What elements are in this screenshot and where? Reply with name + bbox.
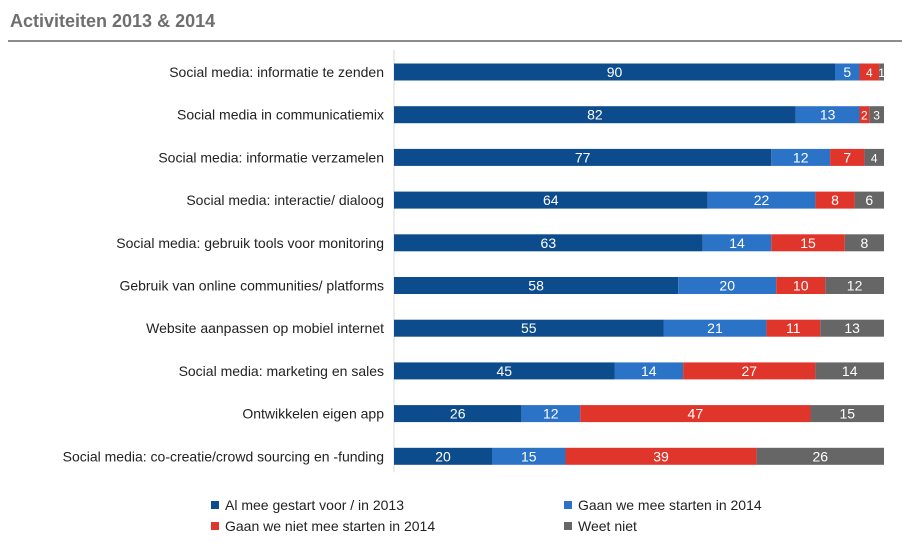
- category-label: Website aanpassen op mobiel internet: [146, 320, 384, 336]
- data-label: 21: [707, 320, 723, 336]
- data-label: 8: [831, 192, 839, 208]
- data-label: 6: [865, 192, 873, 208]
- data-label: 58: [528, 278, 544, 294]
- data-label: 14: [842, 363, 858, 379]
- bar-segment: [580, 405, 811, 423]
- bar-segment: [394, 277, 679, 294]
- title-divider: [8, 40, 902, 42]
- data-label: 39: [653, 448, 669, 464]
- category-label: Ontwikkelen eigen app: [242, 406, 384, 422]
- data-label: 3: [873, 109, 880, 123]
- data-label: 12: [793, 149, 809, 165]
- chart-title: Activiteiten 2013 & 2014: [10, 11, 216, 31]
- bar-segment: [678, 277, 777, 294]
- data-label: 1: [878, 66, 885, 80]
- bar-segment: [394, 319, 664, 337]
- data-label: 45: [496, 363, 512, 379]
- bar-segment: [663, 319, 767, 337]
- bar-segment: [854, 191, 884, 209]
- data-label: 47: [688, 406, 704, 422]
- bar-segment: [864, 148, 884, 166]
- bar-segment: [394, 447, 492, 465]
- bar-segment: [394, 405, 522, 423]
- data-label: 15: [839, 406, 855, 422]
- data-label: 26: [813, 448, 829, 464]
- data-label: 11: [786, 320, 801, 336]
- category-label: Social media: informatie te zenden: [169, 64, 384, 80]
- category-label: Social media in communicatiemix: [177, 107, 384, 123]
- bar-segment: [830, 148, 865, 166]
- bar-segment: [879, 63, 884, 81]
- bar-segment: [835, 63, 860, 81]
- data-label: 5: [843, 64, 851, 80]
- data-label: 2: [861, 109, 868, 123]
- bar-segment: [394, 148, 772, 166]
- category-label: Social media: informatie verzamelen: [158, 149, 384, 165]
- bar-segment: [859, 106, 870, 124]
- data-label: 15: [521, 448, 537, 464]
- bar-segment: [394, 63, 835, 81]
- bar-segment: [869, 106, 884, 124]
- bar-segment: [844, 234, 884, 252]
- bar-segment: [521, 405, 581, 423]
- data-label: 4: [871, 151, 878, 165]
- data-label: 15: [800, 235, 816, 251]
- bar-segment: [394, 234, 703, 252]
- bar-segment: [810, 405, 884, 423]
- bar-segment: [766, 319, 821, 337]
- bar-segment: [771, 234, 845, 252]
- data-label: 63: [541, 235, 557, 251]
- bar-segment: [492, 447, 566, 465]
- category-label: Social media: gebruik tools voor monitor…: [116, 235, 384, 251]
- data-label: 27: [741, 363, 757, 379]
- bar-segment: [702, 234, 772, 252]
- data-label: 20: [719, 278, 735, 294]
- data-label: 14: [729, 235, 745, 251]
- bar-segment: [394, 362, 615, 380]
- bar-segment: [394, 106, 796, 124]
- bar-segment: [614, 362, 684, 380]
- data-label: 22: [754, 192, 770, 208]
- data-label: 12: [847, 278, 863, 294]
- category-label: Social media: marketing en sales: [179, 363, 384, 379]
- data-label: 13: [844, 320, 860, 336]
- data-label: 14: [641, 363, 657, 379]
- bar-segment: [820, 319, 884, 337]
- bar-segment: [859, 63, 880, 81]
- data-label: 26: [450, 406, 466, 422]
- data-label: 8: [861, 235, 869, 251]
- data-label: 4: [866, 66, 873, 80]
- data-label: 77: [575, 149, 591, 165]
- bar-segment: [825, 277, 884, 294]
- data-label: 7: [843, 149, 851, 165]
- category-label: Social media: co-creatie/crowd sourcing …: [63, 448, 384, 464]
- data-label: 64: [543, 192, 559, 208]
- data-label: 55: [521, 320, 537, 336]
- data-label: 90: [607, 64, 623, 80]
- data-label: 13: [820, 107, 836, 123]
- data-label: 12: [543, 406, 559, 422]
- bar-segment: [394, 191, 708, 209]
- bar-segment: [815, 191, 855, 209]
- bar-segment: [771, 148, 831, 166]
- data-label: 82: [587, 107, 603, 123]
- category-label: Social media: interactie/ dialoog: [186, 192, 384, 208]
- bar-segment: [795, 106, 860, 124]
- bar-segment: [707, 191, 816, 209]
- bar-segment: [815, 362, 884, 380]
- bar-segment: [776, 277, 826, 294]
- category-label: Gebruik van online communities/ platform…: [119, 278, 384, 294]
- data-label: 20: [435, 448, 451, 464]
- data-label: 10: [793, 278, 809, 294]
- bar-segment: [756, 447, 884, 465]
- bar-segment: [683, 362, 816, 380]
- bar-segment: [565, 447, 757, 465]
